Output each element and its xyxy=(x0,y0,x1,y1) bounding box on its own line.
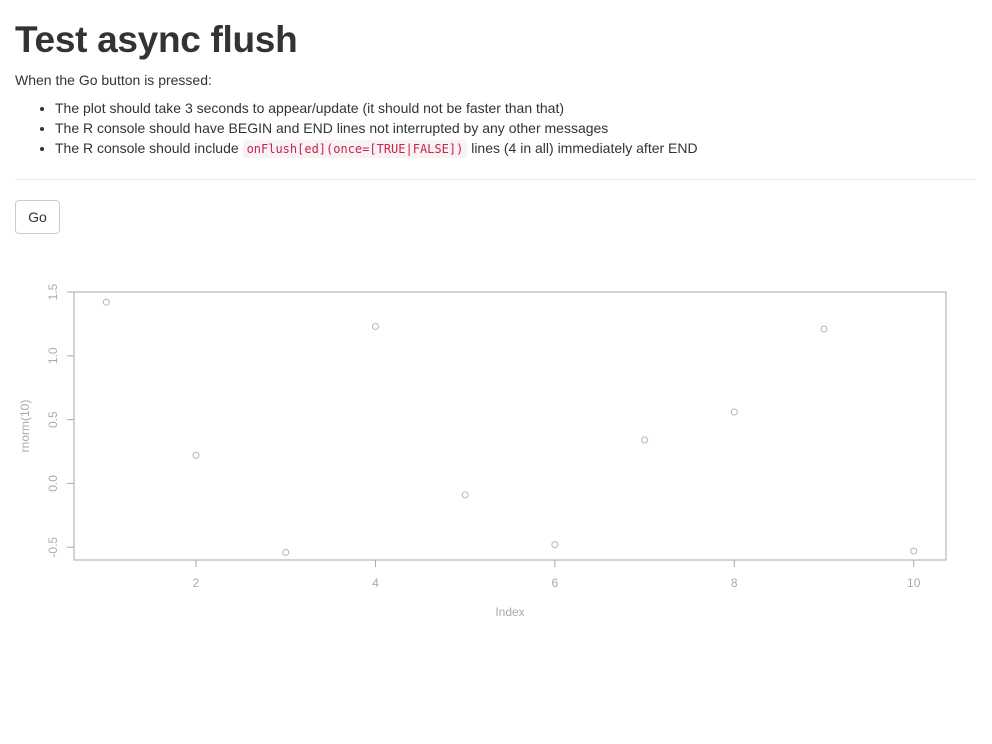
instruction-text: The R console should have BEGIN and END … xyxy=(55,120,609,136)
y-tick-label: 0.0 xyxy=(46,475,60,492)
go-button[interactable]: Go xyxy=(15,200,60,234)
y-tick-label: 1.0 xyxy=(46,347,60,364)
data-point xyxy=(551,541,559,549)
page-title: Test async flush xyxy=(15,19,298,60)
instruction-list: The plot should take 3 seconds to appear… xyxy=(15,98,698,159)
data-point xyxy=(192,451,200,459)
y-tick-label: 1.5 xyxy=(46,283,60,300)
x-tick-label: 6 xyxy=(552,576,559,590)
instruction-text: The R console should include xyxy=(55,140,243,156)
data-point xyxy=(102,298,110,306)
data-point xyxy=(461,491,469,499)
data-points xyxy=(102,298,918,556)
data-point xyxy=(371,322,379,330)
x-tick-label: 8 xyxy=(731,576,738,590)
data-point xyxy=(641,436,649,444)
intro-text: When the Go button is pressed: xyxy=(15,72,212,88)
instruction-item: The R console should include onFlush[ed]… xyxy=(55,138,698,159)
code-snippet: onFlush[ed](once=[TRUE|FALSE]) xyxy=(242,140,468,158)
x-tick-label: 10 xyxy=(907,576,921,590)
x-tick-label: 4 xyxy=(372,576,379,590)
plot-frame xyxy=(73,291,947,561)
instruction-item: The plot should take 3 seconds to appear… xyxy=(55,98,698,118)
y-axis-title: rnorm(10) xyxy=(18,400,32,453)
x-tick-label: 2 xyxy=(193,576,200,590)
data-point xyxy=(282,548,290,556)
y-axis: -0.5 0.0 0.5 1.0 1.5 xyxy=(46,283,74,558)
y-tick-label: -0.5 xyxy=(46,537,60,558)
y-tick-label: 0.5 xyxy=(46,411,60,428)
instruction-text: lines (4 in all) immediately after END xyxy=(467,140,698,156)
data-point xyxy=(910,547,918,555)
x-axis: 2 4 6 8 10 xyxy=(193,560,921,590)
instruction-item: The R console should have BEGIN and END … xyxy=(55,118,698,138)
instruction-text: The plot should take 3 seconds to appear… xyxy=(55,100,565,116)
data-point xyxy=(820,325,828,333)
data-point xyxy=(730,408,738,416)
x-axis-title: Index xyxy=(495,605,524,619)
divider xyxy=(15,179,976,180)
